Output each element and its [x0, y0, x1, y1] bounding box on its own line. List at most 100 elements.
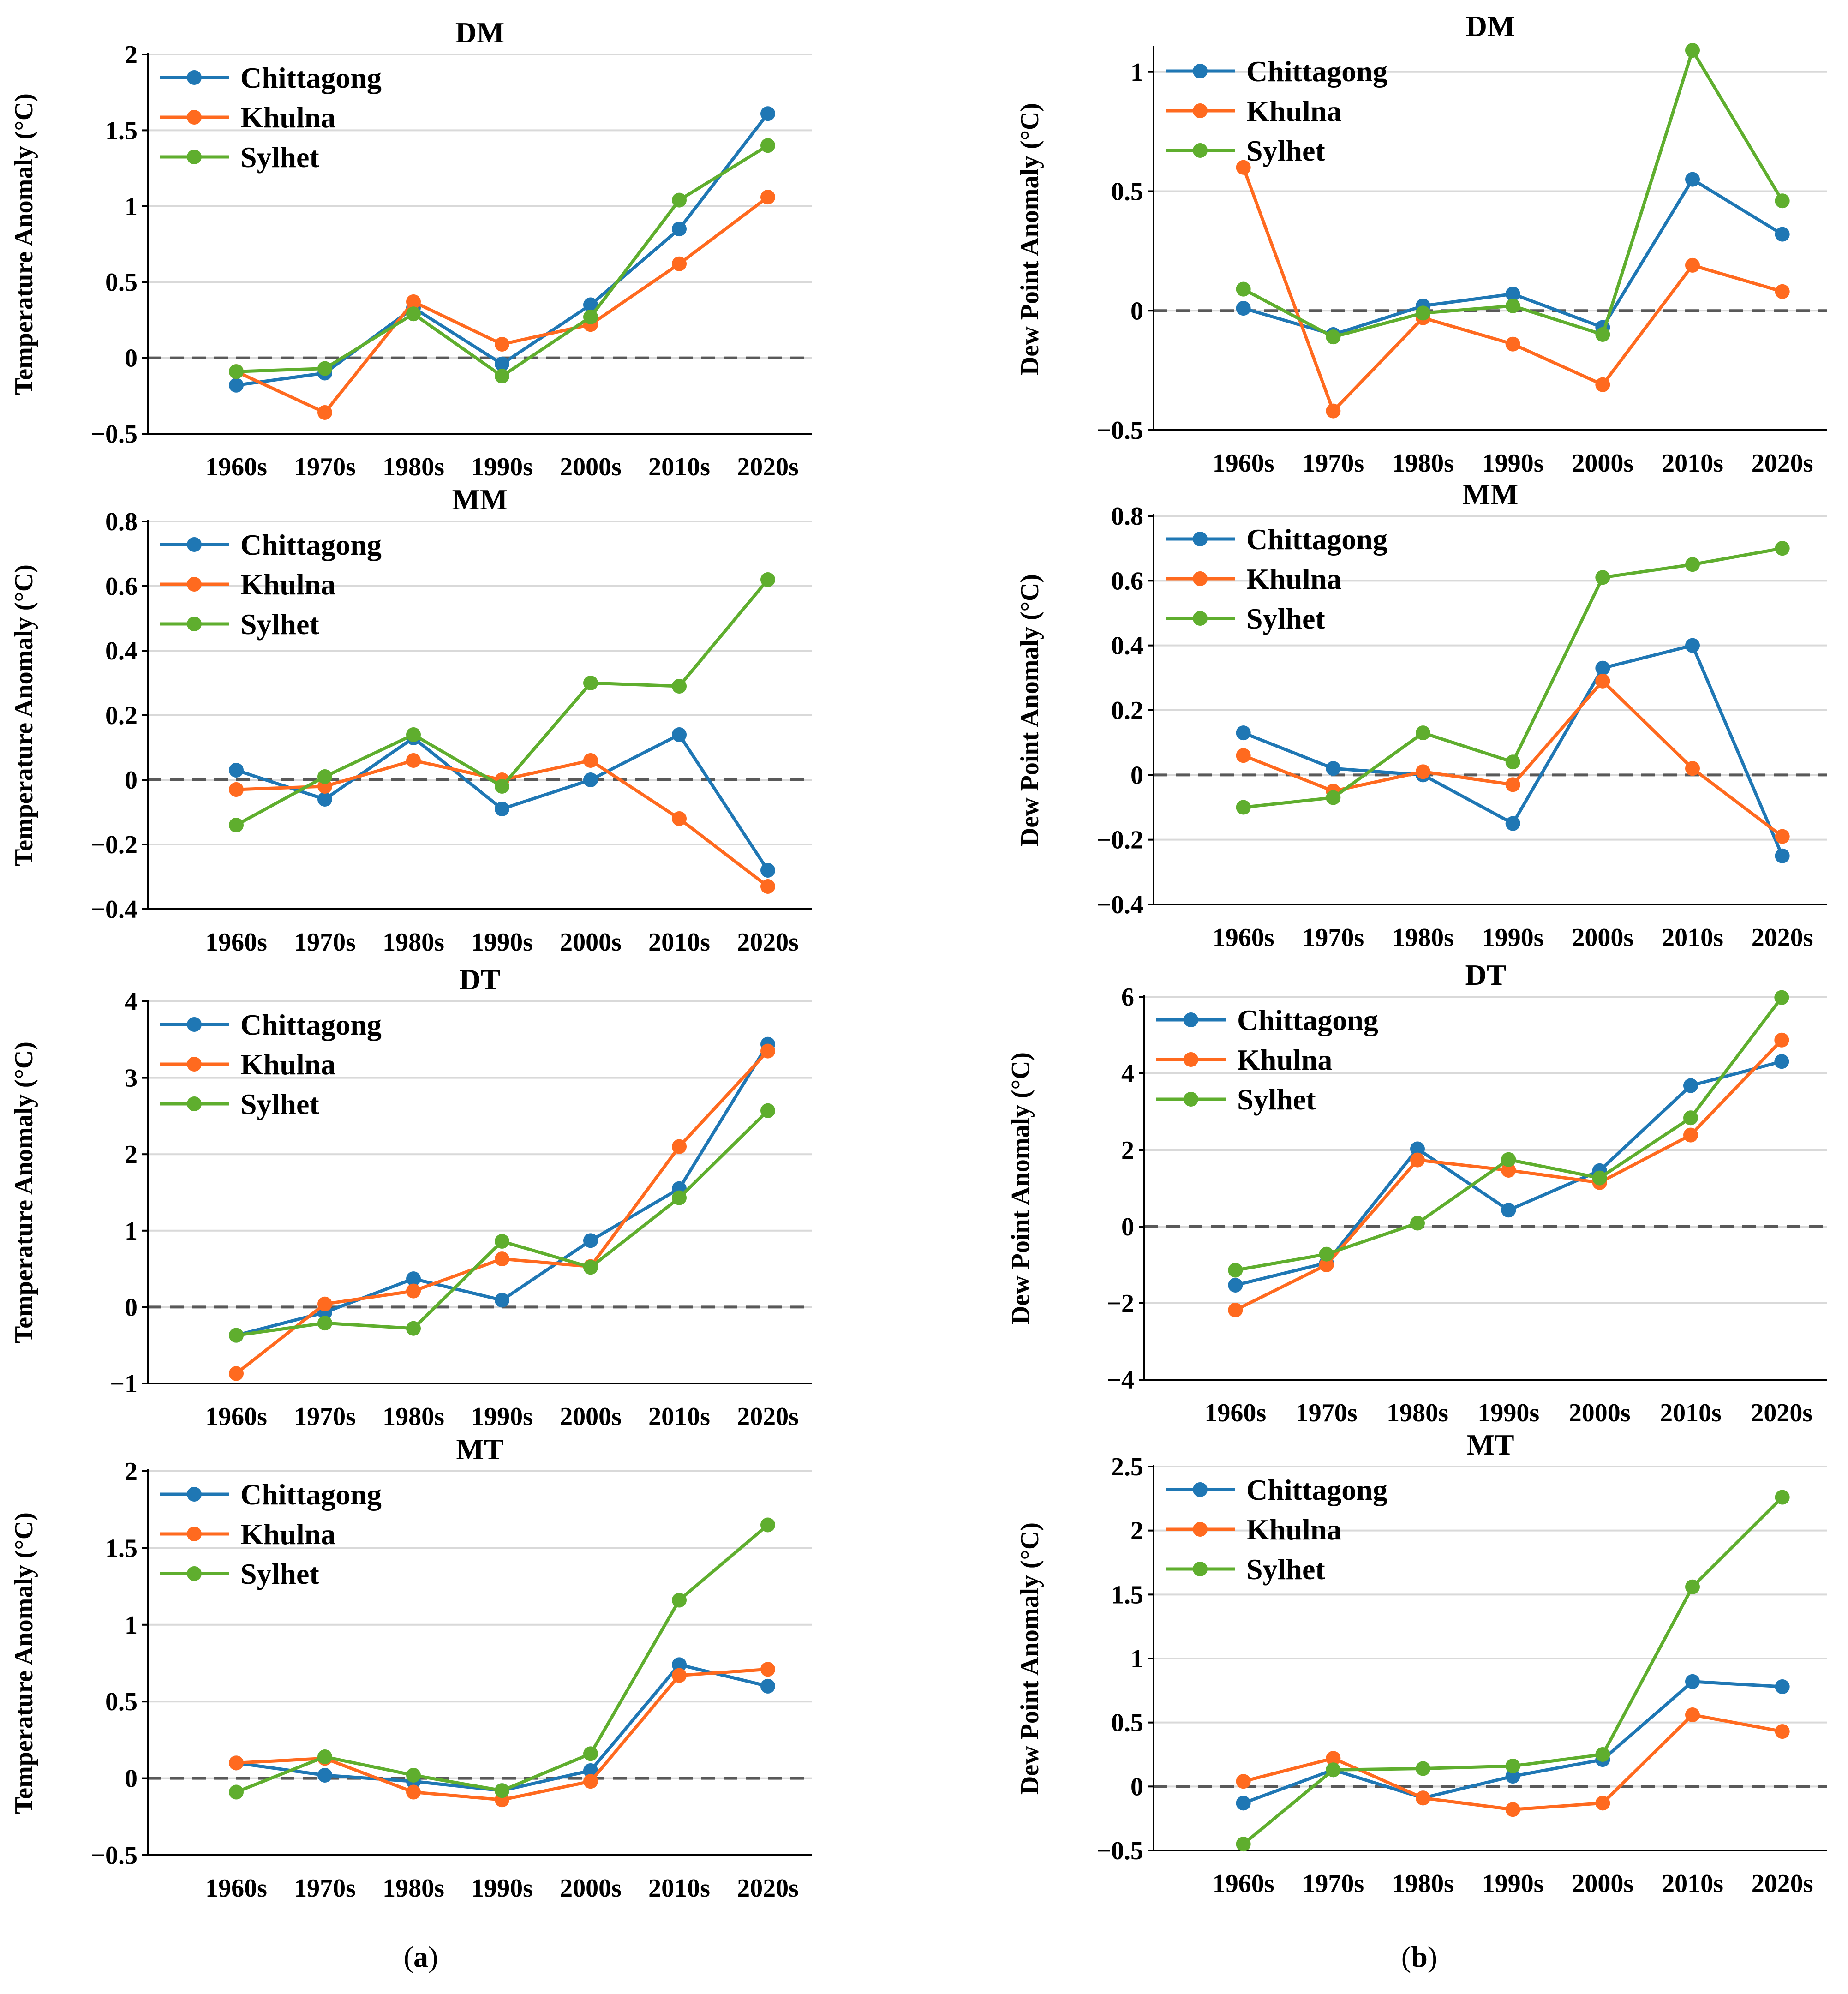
data-point-sylhet — [406, 1767, 421, 1783]
data-point-khulna — [495, 1251, 509, 1267]
chart-title: MM — [452, 483, 508, 516]
x-tick-label: 2010s — [648, 1402, 710, 1431]
chart-title: DM — [455, 16, 505, 49]
legend-label-sylhet: Sylhet — [240, 1088, 319, 1120]
y-tick-label: 3 — [125, 1064, 138, 1093]
data-point-chittagong — [1236, 725, 1251, 741]
data-point-sylhet — [1326, 790, 1341, 805]
data-point-sylhet — [406, 1321, 421, 1336]
y-tick-label: 2 — [1130, 1517, 1143, 1545]
data-point-sylhet — [317, 1316, 332, 1331]
legend-marker-chittagong — [187, 537, 202, 552]
legend-marker-sylhet — [187, 1096, 202, 1111]
x-tick-label: 1980s — [383, 453, 444, 481]
data-point-khulna — [672, 1139, 687, 1154]
data-point-chittagong — [760, 1678, 775, 1694]
data-point-sylhet — [1326, 1762, 1341, 1778]
y-tick-label: 0.2 — [1111, 696, 1143, 725]
x-tick-label: 1970s — [294, 1402, 356, 1431]
y-tick-label: 0 — [125, 766, 138, 795]
y-tick-label: 0.8 — [1111, 502, 1143, 531]
legend-label-sylhet: Sylhet — [1237, 1083, 1316, 1116]
data-point-chittagong — [495, 802, 509, 816]
chart-panel-8: −0.5 0 0.5 1 1.5 2 2.5 1960s 1970s 1980s 1990s 2000… — [1016, 1428, 1827, 1898]
data-point-sylhet — [1774, 990, 1789, 1005]
data-point-khulna — [1505, 1802, 1520, 1817]
data-point-khulna — [1416, 764, 1430, 779]
data-point-khulna — [672, 1668, 687, 1683]
y-tick-label: 0 — [1121, 1213, 1134, 1241]
x-tick-label: 2000s — [560, 453, 622, 481]
data-point-khulna — [406, 294, 421, 309]
data-point-khulna — [1228, 1302, 1243, 1317]
data-point-sylhet — [1416, 305, 1430, 321]
chart-panel-3: −0.4 −0.2 0 0.2 0.4 0.6 0.8 1960s 1970s 1980s 1990… — [10, 483, 812, 957]
data-point-sylhet — [495, 1234, 509, 1249]
data-point-sylhet — [1410, 1216, 1425, 1231]
data-point-chittagong — [760, 863, 775, 878]
legend-marker-chittagong — [1193, 532, 1208, 546]
y-tick-label: 1 — [1130, 1645, 1143, 1673]
y-tick-label: −0.2 — [90, 831, 138, 859]
legend-marker-sylhet — [187, 150, 202, 164]
data-point-khulna — [1319, 1257, 1334, 1272]
legend-marker-sylhet — [1184, 1092, 1198, 1107]
data-point-sylhet — [495, 369, 509, 384]
x-tick-label: 2010s — [1660, 1399, 1722, 1427]
data-point-chittagong — [672, 727, 687, 742]
legend-marker-khulna — [1193, 571, 1208, 586]
y-tick-label: 0.5 — [105, 268, 138, 297]
data-point-khulna — [1410, 1152, 1425, 1168]
data-point-sylhet — [317, 769, 332, 784]
y-tick-label: 1 — [1130, 58, 1143, 87]
x-tick-label: 1990s — [471, 928, 533, 957]
y-tick-label: 0.4 — [1111, 632, 1143, 660]
x-tick-label: 2000s — [1572, 449, 1633, 478]
x-tick-label: 2000s — [560, 1402, 622, 1431]
legend-label-chittagong: Chittagong — [240, 1008, 382, 1041]
data-point-sylhet — [1595, 1747, 1610, 1762]
data-point-chittagong — [229, 377, 244, 393]
legend-label-chittagong: Chittagong — [1246, 55, 1387, 88]
data-point-sylhet — [1505, 754, 1520, 770]
y-tick-label: 1 — [125, 192, 138, 221]
data-point-chittagong — [1685, 172, 1700, 187]
x-tick-label: 1970s — [1302, 923, 1364, 952]
y-tick-label: 2 — [125, 1457, 138, 1486]
data-point-khulna — [317, 1296, 332, 1311]
chart-panel-1: −0.5 0 0.5 1 1.5 2 1960s 1970s 1980s 1990s 2000s 20… — [10, 16, 812, 481]
y-axis-label: Temperature Anomaly (°C) — [10, 93, 38, 395]
data-point-khulna — [1595, 377, 1610, 392]
data-point-khulna — [1505, 336, 1520, 352]
data-point-khulna — [1775, 829, 1790, 844]
x-tick-label: 1970s — [294, 453, 356, 481]
data-point-sylhet — [1236, 281, 1251, 297]
data-point-sylhet — [760, 1517, 775, 1533]
data-point-sylhet — [1775, 541, 1790, 556]
y-tick-label: 0.8 — [105, 508, 138, 536]
data-point-chittagong — [1775, 848, 1790, 863]
chart-title: MT — [456, 1433, 503, 1466]
data-point-chittagong — [1505, 816, 1520, 831]
data-point-khulna — [583, 753, 598, 768]
legend-label-sylhet: Sylhet — [240, 1557, 319, 1590]
data-point-khulna — [1595, 1796, 1610, 1811]
y-tick-label: 0.2 — [105, 701, 138, 730]
legend-marker-khulna — [187, 110, 202, 125]
x-tick-label: 1990s — [471, 1402, 533, 1431]
y-tick-label: 0 — [125, 1293, 138, 1322]
legend-label-khulna: Khulna — [240, 568, 335, 601]
x-tick-label: 2020s — [737, 1874, 799, 1903]
data-point-khulna — [1775, 284, 1790, 299]
data-point-sylhet — [1683, 1110, 1698, 1126]
chart-title: DT — [460, 963, 501, 996]
legend-label-chittagong: Chittagong — [240, 61, 382, 94]
y-tick-label: 0.5 — [105, 1688, 138, 1716]
y-tick-label: 0 — [1130, 1772, 1143, 1801]
data-point-chittagong — [760, 106, 775, 121]
data-point-khulna — [1685, 257, 1700, 273]
x-tick-label: 1990s — [471, 1874, 533, 1903]
data-point-khulna — [1595, 673, 1610, 689]
data-point-chittagong — [1505, 1769, 1520, 1784]
legend-marker-khulna — [1184, 1052, 1198, 1067]
